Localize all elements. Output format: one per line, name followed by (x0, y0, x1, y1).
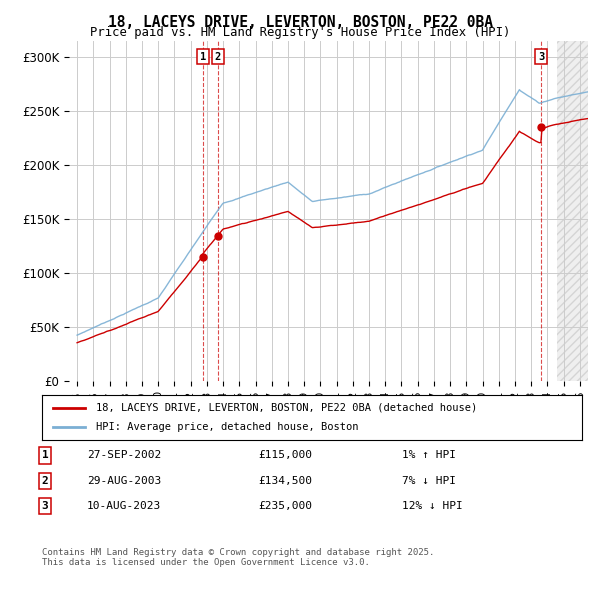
Text: 3: 3 (538, 51, 544, 61)
Text: 27-SEP-2002: 27-SEP-2002 (87, 451, 161, 460)
Text: Price paid vs. HM Land Registry's House Price Index (HPI): Price paid vs. HM Land Registry's House … (90, 26, 510, 39)
Text: 18, LACEYS DRIVE, LEVERTON, BOSTON, PE22 0BA: 18, LACEYS DRIVE, LEVERTON, BOSTON, PE22… (107, 15, 493, 30)
Text: 29-AUG-2003: 29-AUG-2003 (87, 476, 161, 486)
Bar (557, 41, 600, 381)
Text: £134,500: £134,500 (258, 476, 312, 486)
Text: 1% ↑ HPI: 1% ↑ HPI (402, 451, 456, 460)
Text: 2: 2 (41, 476, 49, 486)
Text: 3: 3 (41, 502, 49, 511)
Text: £235,000: £235,000 (258, 502, 312, 511)
Text: 7% ↓ HPI: 7% ↓ HPI (402, 476, 456, 486)
Text: 10-AUG-2023: 10-AUG-2023 (87, 502, 161, 511)
Text: 18, LACEYS DRIVE, LEVERTON, BOSTON, PE22 0BA (detached house): 18, LACEYS DRIVE, LEVERTON, BOSTON, PE22… (96, 403, 477, 412)
Text: 1: 1 (200, 51, 206, 61)
Text: Contains HM Land Registry data © Crown copyright and database right 2025.
This d: Contains HM Land Registry data © Crown c… (42, 548, 434, 567)
Text: £115,000: £115,000 (258, 451, 312, 460)
Text: 12% ↓ HPI: 12% ↓ HPI (402, 502, 463, 511)
Text: HPI: Average price, detached house, Boston: HPI: Average price, detached house, Bost… (96, 422, 359, 432)
Text: 2: 2 (214, 51, 221, 61)
Text: 1: 1 (41, 451, 49, 460)
